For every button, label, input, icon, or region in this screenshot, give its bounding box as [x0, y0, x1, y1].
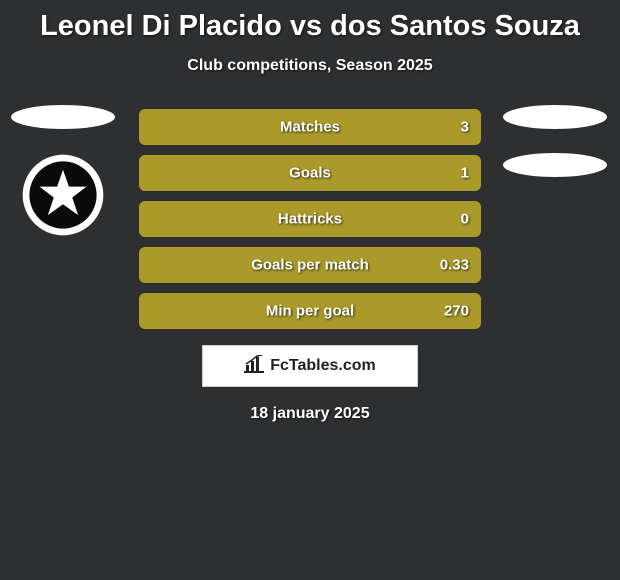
attribution-text: FcTables.com — [270, 357, 376, 375]
stat-bar-label: Min per goal — [266, 303, 354, 320]
stat-bar-label: Goals — [289, 165, 331, 182]
date-label: 18 january 2025 — [0, 405, 620, 423]
stat-bar: Min per goal 270 — [139, 293, 481, 329]
comparison-content: Matches 3 Goals 1 Hattricks 0 Goals per … — [0, 105, 620, 423]
player-right-marker-2 — [503, 153, 607, 177]
stat-bar-label: Hattricks — [278, 211, 342, 228]
stat-bar-label: Matches — [280, 119, 340, 136]
player-left-column — [8, 105, 118, 237]
stat-bar: Matches 3 — [139, 109, 481, 145]
player-left-marker — [11, 105, 115, 129]
stat-bar: Goals 1 — [139, 155, 481, 191]
stat-bar-value: 0.33 — [440, 257, 469, 274]
player-right-column — [500, 105, 610, 201]
stat-bar-value: 1 — [461, 165, 469, 182]
chart-icon — [244, 355, 264, 378]
player-right-marker-1 — [503, 105, 607, 129]
page-subtitle: Club competitions, Season 2025 — [0, 57, 620, 75]
stat-bar-value: 3 — [461, 119, 469, 136]
club-logo-left — [21, 153, 105, 237]
stat-bar-value: 0 — [461, 211, 469, 228]
stat-bar: Hattricks 0 — [139, 201, 481, 237]
page-title: Leonel Di Placido vs dos Santos Souza — [0, 0, 620, 43]
stat-bars: Matches 3 Goals 1 Hattricks 0 Goals per … — [139, 105, 481, 329]
attribution-badge: FcTables.com — [202, 345, 418, 387]
stat-bar: Goals per match 0.33 — [139, 247, 481, 283]
stat-bar-value: 270 — [444, 303, 469, 320]
stat-bar-label: Goals per match — [251, 257, 369, 274]
